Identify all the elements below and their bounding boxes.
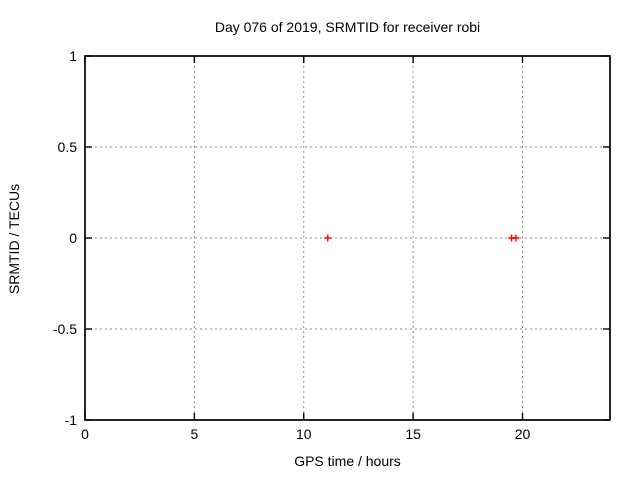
x-axis-label: GPS time / hours <box>294 453 401 469</box>
data-point-marker <box>324 234 332 242</box>
x-tick-label: 10 <box>296 426 312 442</box>
x-tick-label: 20 <box>515 426 531 442</box>
y-axis-label: SRMTID / TECUs <box>6 183 22 295</box>
y-tick-label: -0.5 <box>53 321 77 337</box>
y-tick-label: 1 <box>69 48 77 64</box>
y-tick-label: -1 <box>65 412 78 428</box>
x-tick-label: 5 <box>190 426 198 442</box>
data-point-marker <box>512 234 520 242</box>
x-tick-label: 0 <box>81 426 89 442</box>
chart-title: Day 076 of 2019, SRMTID for receiver rob… <box>214 19 481 35</box>
y-tick-label: 0.5 <box>58 139 78 155</box>
y-tick-label: 0 <box>69 230 77 246</box>
x-tick-label: 15 <box>405 426 421 442</box>
